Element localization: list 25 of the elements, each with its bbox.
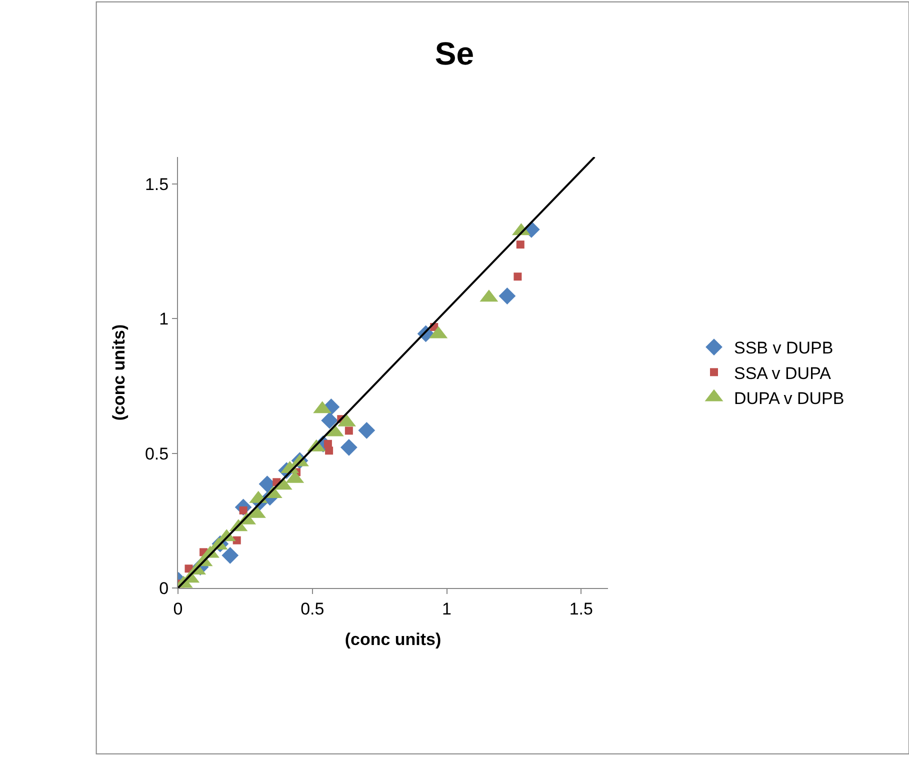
y-tick-label: 0.5 [144, 444, 169, 464]
y-tick-label: 0 [159, 578, 169, 598]
x-tick-label: 0 [173, 599, 183, 618]
point [516, 240, 524, 249]
point [514, 272, 522, 281]
point [498, 288, 516, 304]
point [344, 426, 353, 435]
legend-label: SSA v DUPA [734, 364, 832, 383]
x-tick-label: 0.5 [300, 599, 324, 618]
point [222, 546, 239, 564]
x-tick-label: 1.5 [569, 599, 593, 618]
x-axis-title: (conc units) [344, 630, 442, 649]
point [321, 412, 338, 429]
point [324, 440, 332, 448]
y-tick-label: 1.5 [144, 174, 169, 194]
x-tick-label: 1 [442, 599, 452, 618]
legend-label: DUPA v DUPB [734, 388, 844, 408]
y-axis-title: (conc units) [110, 324, 129, 421]
point [232, 536, 241, 544]
legend-label: SSB v DUPB [734, 338, 834, 358]
chart-title: Se [434, 35, 474, 72]
point [358, 422, 376, 439]
point [340, 438, 358, 456]
point [258, 476, 276, 492]
y-tick-label: 1 [159, 310, 169, 329]
